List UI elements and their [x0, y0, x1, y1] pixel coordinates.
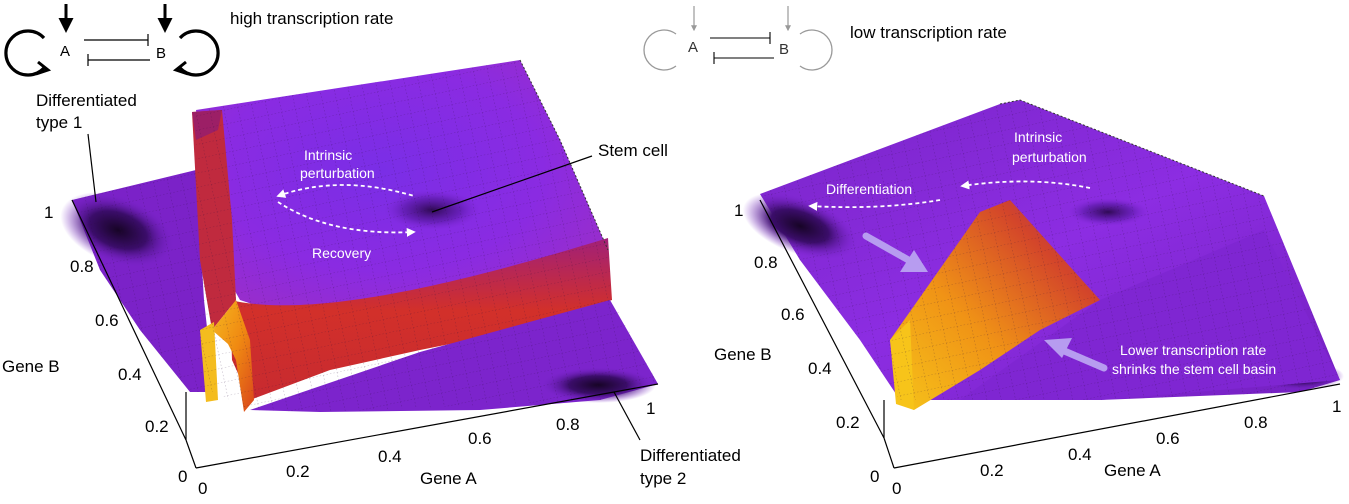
right-perturb-arrow-icon — [960, 180, 1091, 190]
right-landscape-surface — [742, 99, 1344, 410]
left-landscape-surface — [60, 59, 658, 412]
left-selfloop-b-arrowhead-icon — [172, 60, 189, 76]
left-label-diff2-line1: Differentiated — [640, 446, 741, 465]
left-x-tick-2: 0.4 — [378, 447, 402, 466]
left-label-perturb-line1: Intrinsic — [304, 147, 352, 163]
right-label-lower-line1: Lower transcription rate — [1120, 342, 1267, 358]
right-x-tick-0: 0 — [892, 479, 901, 498]
left-x-tick-5: 1 — [646, 399, 655, 418]
left-label-recovery: Recovery — [312, 245, 371, 261]
left-label-diff1-line2: type 1 — [36, 113, 82, 132]
right-label-lower-line2: shrinks the stem cell basin — [1112, 361, 1276, 377]
left-y-tick-3: 0.6 — [95, 311, 119, 330]
left-selfloop-a-arrowhead-icon — [35, 60, 52, 76]
left-node-b: B — [156, 45, 166, 62]
left-y-tick-5: 1 — [44, 203, 53, 222]
right-node-b: B — [779, 41, 789, 58]
right-shrink-arrow-lower-icon — [1044, 338, 1108, 372]
right-x-axis-line — [893, 383, 1341, 469]
left-x-tick-0: 0 — [198, 479, 207, 498]
right-axes: 0 0.2 0.4 0.6 0.8 1 0 0.2 0.4 0.6 0.8 1 … — [714, 199, 1341, 498]
left-y-axis-title: Gene B — [2, 357, 60, 376]
left-perturb-arrow-icon — [276, 184, 415, 198]
left-label-diff1-line1: Differentiated — [36, 91, 137, 110]
right-x-tick-2: 0.4 — [1068, 445, 1092, 464]
left-x-axis-line — [195, 383, 659, 469]
left-pointer-diff1 — [87, 133, 97, 203]
left-y-axis-line — [71, 199, 187, 441]
left-selfloop-a — [4, 29, 46, 77]
right-x-tick-4: 0.8 — [1244, 413, 1268, 432]
right-x-axis-title: Gene A — [1104, 461, 1161, 480]
left-selfloop-b — [178, 29, 220, 77]
left-x-axis-title: Gene A — [420, 469, 477, 488]
right-y-tick-0: 0 — [870, 467, 879, 486]
right-y-tick-3: 0.6 — [781, 305, 805, 324]
right-x-tick-3: 0.6 — [1156, 429, 1180, 448]
left-recovery-arrow-icon — [277, 201, 416, 237]
right-label-differentiation: Differentiation — [826, 181, 912, 197]
right-y-tick-1: 0.2 — [836, 413, 860, 432]
left-annotations: Differentiated type 1 Stem cell Differen… — [36, 91, 741, 488]
right-y-tick-5: 1 — [734, 201, 743, 220]
right-z-stub — [883, 437, 895, 469]
right-shrink-arrow-upper-icon — [862, 232, 928, 272]
left-node-a: A — [60, 43, 70, 60]
right-y-tick-4: 0.8 — [754, 253, 778, 272]
left-z-stub — [185, 439, 197, 469]
right-network-label: low transcription rate — [850, 23, 1007, 42]
left-x-tick-3: 0.6 — [468, 429, 492, 448]
right-x-tick-1: 0.2 — [980, 461, 1004, 480]
left-x-tick-1: 0.2 — [286, 462, 310, 481]
right-y-axis-line — [759, 199, 885, 439]
left-pointer-diff2 — [613, 391, 641, 441]
right-y-axis-title: Gene B — [714, 345, 772, 364]
right-annotations: Intrinsic perturbation Differentiation L… — [808, 129, 1276, 377]
right-y-tick-2: 0.4 — [808, 359, 832, 378]
left-y-tick-4: 0.8 — [70, 257, 94, 276]
right-x-tick-5: 1 — [1332, 397, 1341, 416]
left-y-tick-0: 0 — [178, 467, 187, 486]
right-label-perturb-line1: Intrinsic — [1014, 129, 1062, 145]
right-network-diagram: A B low transcription rate — [643, 6, 1007, 71]
left-x-tick-4: 0.8 — [556, 415, 580, 434]
left-panel: A B high transcription rate — [2, 4, 741, 498]
right-label-perturb-line2: perturbation — [1012, 149, 1087, 165]
left-label-perturb-line2: perturbation — [300, 165, 375, 181]
right-differentiation-arrow-icon — [808, 199, 941, 211]
left-y-tick-2: 0.4 — [118, 365, 142, 384]
left-label-diff2-line2: type 2 — [640, 469, 686, 488]
left-pointer-stem — [431, 155, 593, 213]
left-axes: 0 0.2 0.4 0.6 0.8 1 0 0.2 0.4 0.6 0.8 1 … — [2, 199, 659, 498]
right-selfloop-b — [799, 29, 833, 71]
left-y-tick-1: 0.2 — [145, 417, 169, 436]
right-node-a: A — [688, 39, 698, 56]
left-network-diagram: A B high transcription rate — [4, 4, 393, 77]
left-label-stem: Stem cell — [598, 141, 668, 160]
right-panel: A B low transcription rate — [643, 6, 1344, 498]
left-network-label: high transcription rate — [230, 9, 393, 28]
right-selfloop-a — [643, 29, 677, 71]
